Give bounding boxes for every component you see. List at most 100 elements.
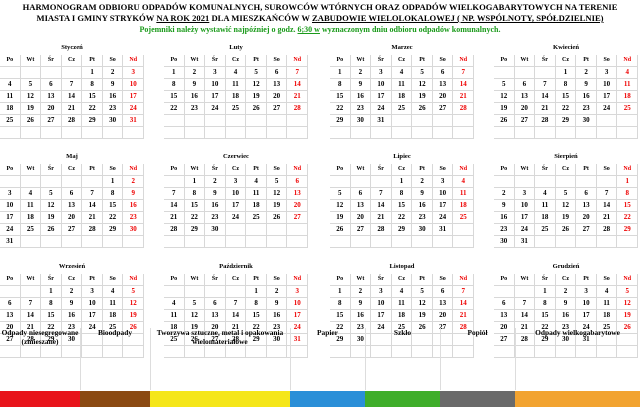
weekday-header: Nd <box>617 164 638 176</box>
legend-swatch-ash <box>440 391 515 407</box>
day-cell: 16 <box>350 91 372 103</box>
weekday-header: Cz <box>391 55 413 67</box>
title-year: NA ROK 2021 <box>156 13 210 23</box>
day-cell: 14 <box>596 200 618 212</box>
day-cell: 1 <box>391 176 413 188</box>
weekday-header: Po <box>494 274 515 286</box>
day-cell: 10 <box>225 188 247 200</box>
day-cell: 20 <box>494 322 515 334</box>
day-cell: 13 <box>514 91 536 103</box>
empty-cell <box>102 334 124 346</box>
empty-cell <box>596 115 618 127</box>
day-cell: 12 <box>246 79 267 91</box>
day-cell: 17 <box>371 91 392 103</box>
day-cell: 15 <box>555 91 577 103</box>
day-cell: 2 <box>123 176 144 188</box>
empty-cell <box>596 127 618 139</box>
legend-swatch-bulky <box>515 391 640 407</box>
weekday-header: Cz <box>555 55 577 67</box>
day-cell: 15 <box>184 200 206 212</box>
day-cell: 3 <box>596 67 618 79</box>
weekday-header: Śr <box>205 164 226 176</box>
weekday-header: Nd <box>287 55 308 67</box>
empty-cell <box>371 127 392 139</box>
empty-cell <box>494 286 515 298</box>
empty-cell <box>246 127 267 139</box>
weekday-header: Po <box>164 274 185 286</box>
empty-cell <box>432 115 454 127</box>
day-cell: 7 <box>453 67 474 79</box>
day-cell: 4 <box>391 67 413 79</box>
day-cell: 9 <box>412 188 433 200</box>
empty-cell <box>123 346 144 358</box>
day-cell: 5 <box>412 67 433 79</box>
day-cell: 22 <box>391 212 413 224</box>
day-cell: 8 <box>555 79 577 91</box>
day-cell: 20 <box>432 310 454 322</box>
day-cell: 22 <box>535 322 556 334</box>
empty-cell <box>61 67 83 79</box>
empty-cell <box>330 176 351 188</box>
weekday-header: Pt <box>82 55 103 67</box>
day-cell: 18 <box>0 103 21 115</box>
day-cell: 29 <box>330 334 351 346</box>
day-cell: 22 <box>330 322 351 334</box>
day-cell: 28 <box>287 103 308 115</box>
day-cell: 6 <box>0 298 21 310</box>
empty-cell <box>287 346 308 358</box>
empty-cell <box>596 346 618 358</box>
day-cell: 24 <box>123 103 144 115</box>
title-line-1: HARMONOGRAM ODBIORU ODPADÓW KOMUNALNYCH,… <box>22 2 618 12</box>
day-cell: 6 <box>432 67 454 79</box>
empty-cell <box>330 127 351 139</box>
weekday-header: So <box>102 274 124 286</box>
weekday-header: So <box>266 164 288 176</box>
day-cell: 30 <box>123 224 144 236</box>
empty-cell <box>246 224 267 236</box>
legend-divider <box>150 328 151 390</box>
empty-cell <box>102 236 124 248</box>
day-cell: 24 <box>514 224 536 236</box>
weekday-header: Po <box>0 274 21 286</box>
note-text-b: wyznaczonym dniu odbioru odpadów komunal… <box>319 25 501 34</box>
day-cell: 3 <box>123 67 144 79</box>
day-cell: 11 <box>0 91 21 103</box>
empty-cell <box>391 334 413 346</box>
empty-cell <box>225 115 247 127</box>
day-cell: 8 <box>41 298 62 310</box>
day-cell: 25 <box>102 322 124 334</box>
empty-cell <box>617 334 638 346</box>
day-cell: 3 <box>514 188 536 200</box>
day-cell: 10 <box>432 188 454 200</box>
day-cell: 22 <box>82 103 103 115</box>
day-cell: 18 <box>391 91 413 103</box>
day-cell: 7 <box>225 298 247 310</box>
day-cell: 18 <box>596 310 618 322</box>
empty-cell <box>514 127 536 139</box>
day-cell: 30 <box>350 115 372 127</box>
day-cell: 4 <box>617 67 638 79</box>
day-cell: 15 <box>82 91 103 103</box>
weekday-header: Nd <box>617 55 638 67</box>
day-cell: 10 <box>123 79 144 91</box>
day-cell: 5 <box>41 188 62 200</box>
day-cell: 21 <box>371 212 392 224</box>
weekday-header: Wt <box>184 274 206 286</box>
day-cell: 24 <box>596 103 618 115</box>
weekday-header: Pt <box>82 164 103 176</box>
day-cell: 12 <box>555 200 577 212</box>
day-cell: 25 <box>391 103 413 115</box>
empty-cell <box>287 224 308 236</box>
empty-cell <box>453 236 474 248</box>
empty-cell <box>0 346 21 358</box>
day-cell: 21 <box>596 212 618 224</box>
day-cell: 5 <box>184 298 206 310</box>
empty-cell <box>535 127 556 139</box>
legend-label-ash: Popiół <box>467 328 488 337</box>
weekday-header: Śr <box>535 274 556 286</box>
day-cell: 22 <box>102 212 124 224</box>
legend-swatch-glass <box>365 391 440 407</box>
day-cell: 26 <box>246 103 267 115</box>
empty-cell <box>287 127 308 139</box>
empty-cell <box>617 346 638 358</box>
